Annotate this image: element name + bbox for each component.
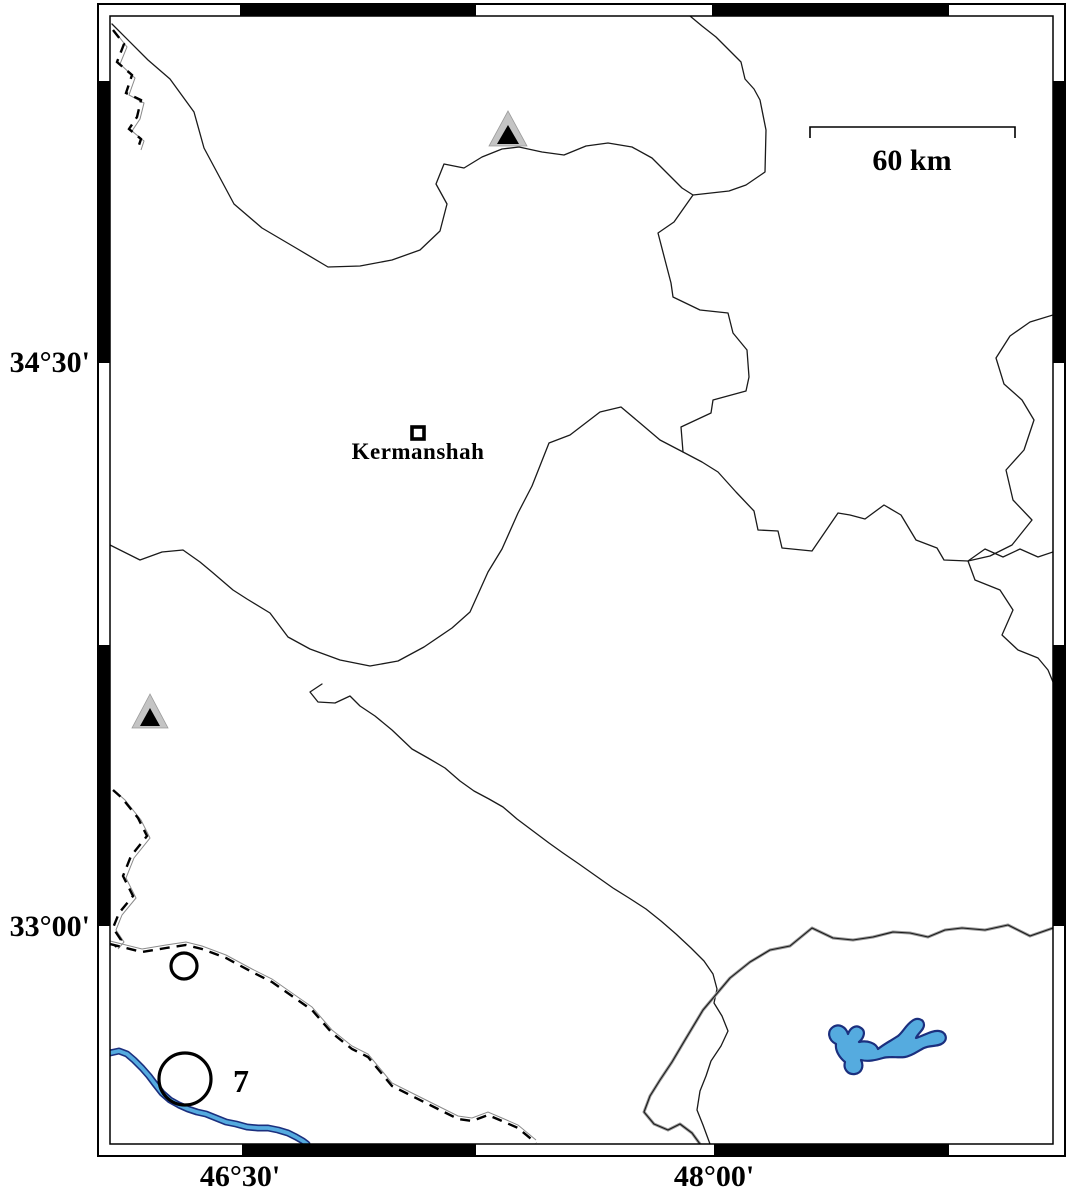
frame-segment xyxy=(1053,645,1065,926)
frame-outer-rect xyxy=(97,3,1066,1157)
scale-bar: 60 km xyxy=(809,126,1016,177)
frame-segment xyxy=(240,4,476,16)
lon-tick-label-46-30: 46°30' xyxy=(200,1160,280,1193)
province-boundary-northwest xyxy=(111,23,694,268)
city-marker-square xyxy=(410,425,426,441)
frame-segment xyxy=(242,1144,476,1156)
frame-segment xyxy=(98,645,110,926)
frame-segment xyxy=(712,4,949,16)
frame-segment xyxy=(98,81,110,363)
province-boundary-central xyxy=(657,16,767,453)
province-boundary-east xyxy=(967,314,1053,683)
province-boundary-diagonal xyxy=(309,683,729,1144)
international-border-companion-southwest xyxy=(110,940,537,1141)
lake xyxy=(828,1017,947,1076)
map-frame xyxy=(97,3,1066,1157)
district-boundary xyxy=(643,924,1053,1144)
international-border-companion-left xyxy=(115,791,151,950)
lat-tick-label-34-30: 34°30' xyxy=(10,346,90,379)
earthquake-circle-small xyxy=(169,951,199,981)
earthquake-circle-large xyxy=(157,1051,213,1107)
international-border-dashes-left xyxy=(111,789,149,948)
city-label: Kermanshah xyxy=(352,439,485,464)
frame-segment xyxy=(1053,81,1065,363)
lon-tick-label-48-00: 48°00' xyxy=(674,1160,754,1193)
station-triangle-inner xyxy=(497,125,519,144)
earthquake-count-label: 7 xyxy=(233,1063,249,1099)
station-marker-north xyxy=(488,110,528,147)
province-boundary-west-east xyxy=(110,406,1053,667)
frame-inner-rect xyxy=(109,15,1054,1145)
map-content xyxy=(110,16,1053,1144)
scale-bar-label: 60 km xyxy=(872,144,951,177)
station-triangle-inner xyxy=(140,708,160,726)
station-marker-west xyxy=(131,693,169,729)
frame-segment xyxy=(714,1144,949,1156)
river xyxy=(110,1049,309,1144)
scale-bar-bracket xyxy=(809,126,1016,138)
lat-tick-label-33-00: 33°00' xyxy=(10,910,90,943)
international-border-dashes-southwest xyxy=(110,942,537,1144)
